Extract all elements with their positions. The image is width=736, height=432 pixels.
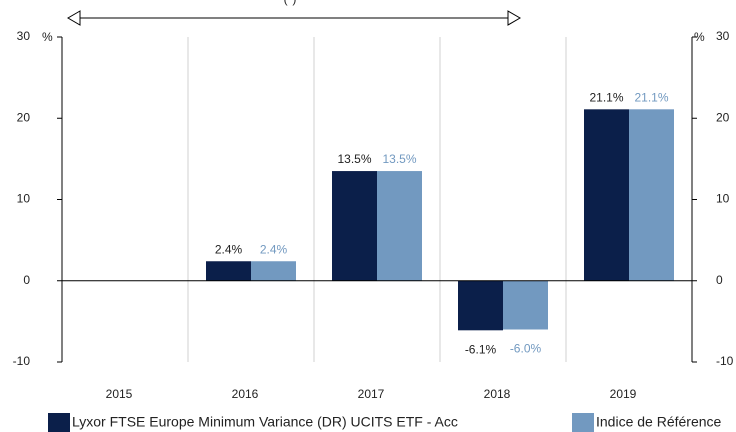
value-label: 21.1% [634,90,668,104]
value-label: 21.1% [589,90,623,104]
value-label: 2.4% [215,242,243,256]
y2-unit: % [694,30,705,44]
bar [377,171,422,281]
bar [629,109,674,281]
legend-swatch [48,413,70,432]
bar [503,280,548,330]
value-label: 13.5% [337,152,371,166]
arrow-heads [67,10,521,26]
value-label: -6.0% [510,342,542,356]
value-label: -6.1% [465,342,497,356]
y-tick-label: -10 [13,354,31,368]
legend-label: Indice de Référence [596,414,722,430]
y-tick-label: 30 [17,29,31,43]
y-tick-label: 0 [23,273,30,287]
bar [206,261,251,281]
bar [584,109,629,281]
y2-tick-label: 20 [716,110,730,124]
legend-label: Lyxor FTSE Europe Minimum Variance (DR) … [72,414,458,430]
y-tick-label: 20 [17,110,31,124]
x-tick-label: 2018 [484,387,511,401]
value-label: 2.4% [260,242,288,256]
annotation: (*) [284,0,297,6]
y2-tick-label: -10 [716,354,734,368]
bar [251,261,296,281]
y2-tick-label: 30 [716,29,730,43]
x-tick-label: 2015 [106,387,133,401]
x-tick-label: 2019 [610,387,637,401]
y2-tick-label: 10 [716,192,730,206]
value-label: 13.5% [382,152,416,166]
y-tick-label: 10 [17,192,31,206]
bar [332,171,377,281]
y2-tick-label: 0 [716,273,723,287]
x-tick-label: 2016 [232,387,259,401]
x-tick-label: 2017 [358,387,385,401]
bar [458,280,503,331]
y-unit: % [42,30,53,44]
legend-swatch [572,413,594,432]
